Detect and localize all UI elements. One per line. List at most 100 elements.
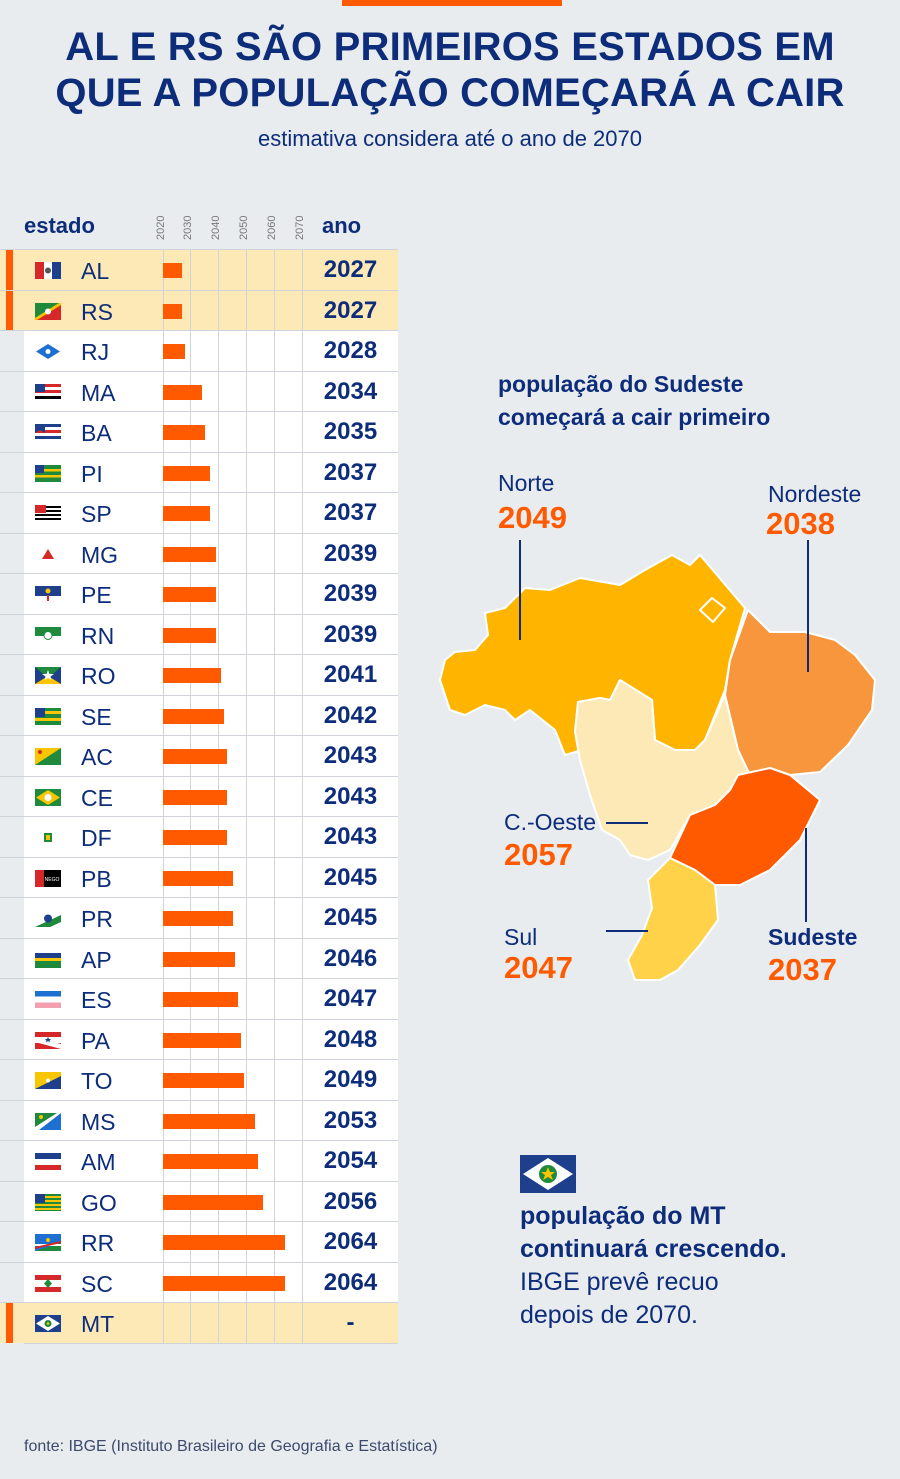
gridline [274, 331, 275, 371]
state-abbr: MT [81, 1311, 115, 1337]
gridline [302, 1181, 303, 1221]
bar [163, 627, 216, 643]
gridline [302, 614, 303, 654]
table-row: RJ 2028 [0, 330, 398, 371]
table-row: DF 2043 [0, 816, 398, 857]
state-abbr: RN [81, 622, 115, 649]
state-flag-icon [35, 707, 61, 725]
state-abbr: MG [81, 541, 119, 568]
state-flag-icon [35, 626, 61, 644]
state-abbr: PI [81, 460, 103, 487]
year-label: 2048 [323, 1025, 378, 1053]
year-label: 2045 [323, 904, 378, 931]
gridline [246, 614, 247, 654]
gridline [274, 290, 275, 330]
region-nordeste-shape [724, 609, 876, 776]
year-label: 2027 [323, 256, 378, 283]
bar [163, 263, 183, 278]
state-abbr: ES [81, 987, 112, 1013]
table-row: ES 2047 [0, 978, 398, 1019]
row-background [24, 371, 398, 411]
bar [163, 506, 211, 521]
state-abbr: MA [81, 379, 116, 406]
region-year-sudeste: 2037 [768, 952, 837, 987]
bar [163, 870, 233, 886]
gridline [274, 371, 275, 411]
table-row: MS 2053 [0, 1099, 398, 1140]
gridline [218, 574, 219, 614]
gridline [246, 857, 247, 897]
source-note: fonte: IBGE (Instituto Brasileiro de Geo… [24, 1438, 438, 1455]
bar [163, 1113, 255, 1129]
state-abbr: DF [81, 825, 112, 851]
state-abbr: MS [81, 1108, 116, 1135]
gridline [274, 1100, 275, 1140]
map-heading-line-1: população do Sudeste [498, 371, 744, 397]
gridline [302, 1222, 303, 1262]
region-name-norte: Norte [498, 470, 555, 496]
title-line-1: AL E RS SÃO PRIMEIROS ESTADOS EM [65, 25, 835, 69]
gridline [302, 1060, 303, 1100]
tick-label: 2070 [294, 215, 306, 240]
gridline [218, 412, 219, 452]
state-flag-icon [35, 545, 61, 563]
region-year-norte: 2049 [498, 500, 567, 535]
state-flag-icon [35, 1112, 61, 1130]
table-row: SC 2064 [0, 1261, 398, 1302]
gridline [274, 574, 275, 614]
table-row: NEGO PB 2045 [0, 856, 398, 897]
gridline [302, 736, 303, 776]
state-flag-icon [35, 1193, 61, 1211]
state-flag-icon [35, 505, 61, 522]
state-flag-icon [35, 1315, 61, 1332]
bar [163, 587, 216, 602]
gridline [246, 817, 247, 857]
gridline [302, 817, 303, 857]
gridline [218, 331, 219, 371]
state-abbr: SE [81, 703, 112, 730]
table-row: AM 2054 [0, 1140, 398, 1181]
year-label: 2054 [323, 1147, 378, 1174]
state-abbr: PR [81, 906, 113, 932]
gridline [302, 452, 303, 492]
bar [163, 830, 227, 845]
tick-label: 2060 [266, 215, 278, 240]
highlight-marker [6, 290, 13, 330]
bar [163, 1194, 264, 1210]
bar [163, 1275, 286, 1291]
table-row: CE 2043 [0, 775, 398, 816]
page-title: AL E RS SÃO PRIMEIROS ESTADOS EM QUE A P… [0, 24, 900, 116]
state-abbr: AM [81, 1149, 116, 1175]
region-sudeste-shape [669, 767, 821, 886]
state-abbr: PE [81, 582, 112, 608]
region-year-centro-oeste: 2057 [504, 837, 573, 872]
gridline [274, 493, 275, 533]
gridline [302, 857, 303, 897]
gridline [218, 290, 219, 330]
gridline [246, 736, 247, 776]
tick-label: 2040 [210, 215, 222, 240]
gridline [190, 331, 191, 371]
state-flag-icon [35, 1072, 61, 1089]
state-flag-icon [35, 748, 61, 765]
bar [163, 911, 233, 926]
mt-note: população do MT continuará crescendo. IB… [520, 1200, 787, 1332]
state-flag-icon [35, 910, 61, 934]
table-row: BA 2035 [0, 411, 398, 452]
gridline [246, 290, 247, 330]
state-abbr: AC [81, 744, 113, 770]
gridline [302, 655, 303, 695]
table-bottom-border [24, 1342, 398, 1344]
row-background [24, 331, 398, 371]
gridline [274, 250, 275, 290]
mt-note-line-3: IBGE prevê recuo [520, 1268, 719, 1296]
gridline [190, 250, 191, 290]
state-flag-icon [35, 829, 61, 846]
year-label: 2035 [323, 418, 378, 445]
state-flag-icon [35, 1153, 61, 1170]
gridline [302, 1141, 303, 1181]
region-name-centro-oeste: C.-Oeste [504, 809, 597, 835]
gridline [274, 695, 275, 735]
gridline [302, 776, 303, 816]
states-table: AL 2027 RS 2027 RJ 2028 MA 2034 BA 2035 PI 2037 SP 20… [0, 249, 398, 1344]
